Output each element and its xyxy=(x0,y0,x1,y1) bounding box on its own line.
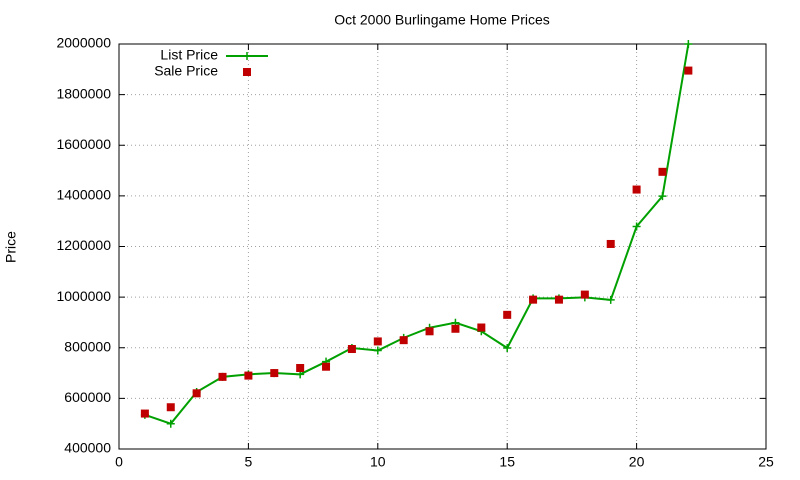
y-tick-label: 2000000 xyxy=(56,35,111,51)
square-marker xyxy=(632,185,641,194)
x-tick-label: 5 xyxy=(245,454,253,470)
square-marker xyxy=(658,167,667,176)
square-marker xyxy=(373,337,382,346)
x-tick-label: 0 xyxy=(115,454,123,470)
square-marker xyxy=(218,372,227,381)
chart-title: Oct 2000 Burlingame Home Prices xyxy=(334,12,550,28)
y-tick-label: 1400000 xyxy=(56,187,111,203)
x-tick-label: 10 xyxy=(370,454,386,470)
square-marker xyxy=(296,364,305,372)
square-marker xyxy=(244,371,253,380)
square-marker xyxy=(477,323,486,332)
plus-marker xyxy=(658,192,667,201)
square-marker xyxy=(347,345,356,354)
square-marker xyxy=(192,389,201,398)
y-tick-label: 1600000 xyxy=(56,136,111,152)
square-marker xyxy=(322,362,331,371)
legend-marker xyxy=(243,52,251,60)
square-marker xyxy=(684,66,693,75)
y-tick-label: 1200000 xyxy=(56,237,111,253)
square-marker xyxy=(503,310,512,319)
plus-marker xyxy=(632,222,641,231)
legend-label: List Price xyxy=(160,47,218,63)
square-marker xyxy=(140,409,149,418)
plot-border xyxy=(118,43,767,450)
square-marker xyxy=(166,403,175,412)
plus-marker xyxy=(606,295,615,304)
square-marker xyxy=(270,369,279,378)
y-tick-label: 1800000 xyxy=(56,85,111,101)
x-tick-label: 15 xyxy=(499,454,515,470)
y-tick-label: 1000000 xyxy=(56,288,111,304)
y-tick-label: 600000 xyxy=(64,389,111,405)
legend-label: Sale Price xyxy=(154,63,218,79)
plus-marker xyxy=(373,346,382,355)
x-tick-label: 25 xyxy=(758,454,774,470)
square-marker xyxy=(425,327,434,336)
plus-marker xyxy=(684,40,693,48)
plus-marker xyxy=(503,344,512,353)
square-marker xyxy=(606,239,615,248)
plus-marker xyxy=(166,419,175,428)
square-marker xyxy=(529,295,538,304)
y-tick-label: 400000 xyxy=(64,440,111,456)
square-marker xyxy=(451,324,460,333)
y-tick-label: 800000 xyxy=(64,338,111,354)
square-marker xyxy=(554,295,563,304)
x-tick-label: 20 xyxy=(629,454,645,470)
y-axis-label: Price xyxy=(3,231,19,263)
square-marker xyxy=(580,290,589,299)
legend-marker xyxy=(243,68,251,76)
series-line xyxy=(144,43,690,425)
square-marker xyxy=(399,336,408,345)
